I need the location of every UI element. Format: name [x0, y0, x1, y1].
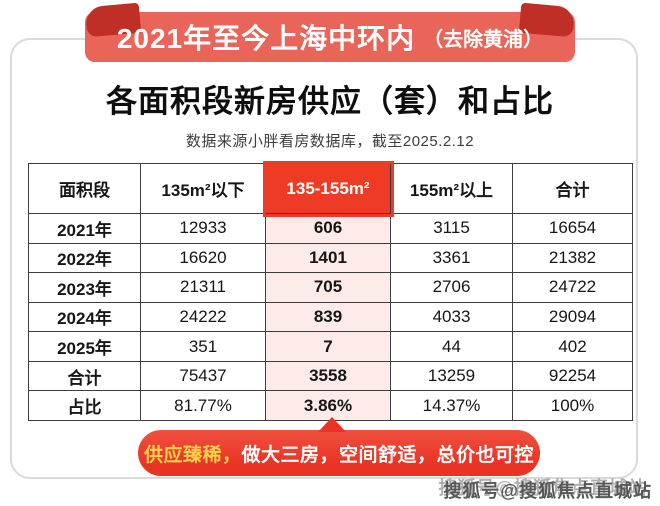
callout-rest-text: 做大三房，空间舒适，总价也可控 [241, 444, 535, 466]
table-cell: 92254 [512, 360, 633, 392]
column-header: 155m²以上 [390, 163, 513, 214]
table-cell: 3115 [390, 213, 513, 244]
table-row: 占比 81.77% 3.86% 14.37% 100% [28, 390, 633, 421]
watermark-text: 搜狐号@搜狐焦点直城站 [443, 481, 652, 501]
row-label: 占比 [28, 390, 141, 421]
supply-data-table: 面积段 135m²以下 135-155m² 155m²以上 合计 2021年 12933 6… [28, 160, 633, 421]
table-cell: 402 [512, 331, 633, 362]
row-label: 2023年 [28, 272, 141, 303]
table-row: 2021年 12933 606 3115 16654 [28, 213, 633, 244]
row-label: 2022年 [28, 242, 141, 274]
row-label: 2024年 [28, 301, 141, 333]
table-cell: 4033 [390, 301, 513, 333]
table-cell: 351 [140, 331, 266, 362]
table-cell: 16654 [512, 213, 633, 244]
data-source-note: 数据来源小胖看房数据库，截至2025.2.12 [185, 133, 475, 150]
table-cell: 100% [512, 390, 633, 421]
table-row: 2022年 16620 1401 3361 21382 [28, 242, 633, 274]
table-cell: 24722 [512, 272, 633, 303]
table-cell: 14.37% [390, 390, 513, 421]
table-cell: 44 [390, 331, 513, 362]
table-cell: 21311 [140, 272, 266, 303]
ribbon-subnote: （去除黄浦） [423, 28, 544, 51]
column-header: 合计 [512, 163, 633, 214]
column-header: 面积段 [28, 163, 141, 214]
table-cell: 3361 [390, 242, 513, 274]
row-label: 2025年 [28, 331, 141, 362]
table-cell: 12933 [140, 213, 266, 244]
table-row: 2023年 21311 705 2706 24722 [28, 272, 633, 303]
table-cell: 2706 [390, 272, 513, 303]
table-cell: 21382 [512, 242, 633, 274]
table-cell: 13259 [390, 360, 513, 392]
table-cell: 3558 [265, 360, 391, 392]
page-title: 各面积段新房供应（套）和占比 [106, 84, 554, 119]
table-cell: 16620 [140, 242, 266, 274]
table-cell: 29094 [512, 301, 633, 333]
ribbon-title: 2021年至今上海中环内 [116, 23, 416, 54]
callout-banner: 供应臻稀， 做大三房，空间舒适，总价也可控 [138, 430, 540, 476]
table-row: 合计 75437 3558 13259 92254 [28, 360, 633, 392]
table-cell: 81.77% [140, 390, 266, 421]
table-row: 2024年 24222 839 4033 29094 [28, 301, 633, 333]
table-cell: 24222 [140, 301, 266, 333]
table-header-row: 面积段 135m²以下 135-155m² 155m²以上 合计 [28, 160, 633, 217]
callout-highlight-text: 供应臻稀， [143, 444, 242, 466]
table-cell: 7 [265, 331, 391, 362]
table-cell: 1401 [265, 242, 391, 274]
table-cell: 839 [265, 301, 391, 333]
table-cell: 3.86% [265, 390, 391, 421]
row-label: 2021年 [28, 213, 141, 244]
table-row: 2025年 351 7 44 402 [28, 331, 633, 362]
column-header: 135m²以下 [140, 163, 266, 214]
table-cell: 75437 [140, 360, 266, 392]
callout-arrow-icon [318, 417, 346, 432]
column-header-highlight: 135-155m² [262, 160, 394, 217]
table-cell: 705 [265, 272, 391, 303]
header-ribbon: 2021年至今上海中环内 （去除黄浦） [84, 2, 576, 62]
table-cell: 606 [265, 213, 391, 244]
row-label: 合计 [28, 360, 141, 392]
